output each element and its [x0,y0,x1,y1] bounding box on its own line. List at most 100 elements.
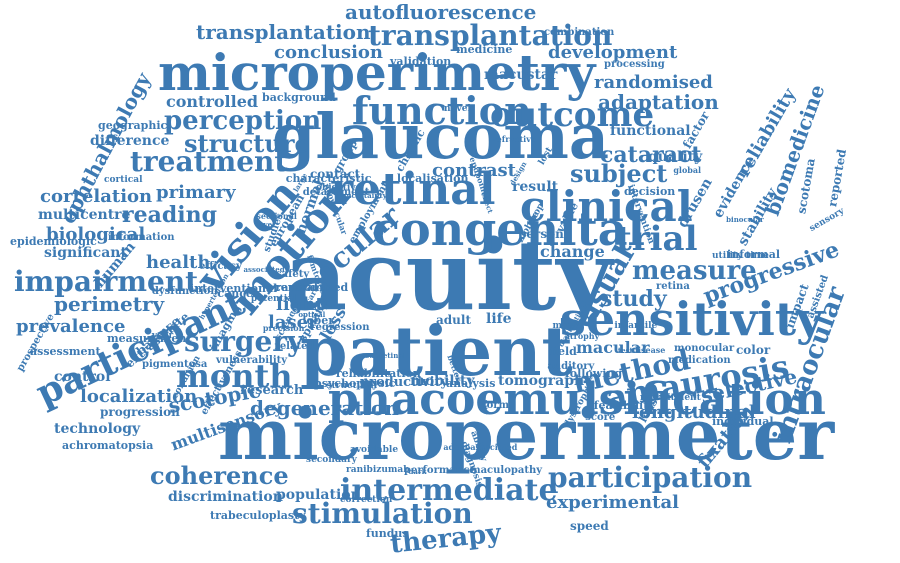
word-rehabilitation: rehabilitation [335,366,421,380]
word-informal: informal [727,248,781,262]
word-efficacy: efficacy [198,261,242,273]
word-diagnostic: ranibizumab [346,465,410,475]
word-functional: functional [610,123,691,139]
word-impairment: impairment [14,265,199,298]
word-test: test [617,346,633,355]
word-stability: decision [624,185,676,198]
word-psychophysic: reported [825,148,850,208]
word-coherence: population [276,487,361,503]
word-prevalence: prevalence [16,316,126,337]
word-macular: phacoemulsification [328,374,826,425]
word-related: related [274,340,315,352]
word-primary: primary [156,182,236,203]
word-intermediate: stimulation [292,497,473,530]
word-medicine: medicine [456,43,513,56]
word-contact: contact [310,167,361,181]
word-eye: eye [599,257,616,268]
word-change: person [518,227,564,241]
word-precision: precision [262,322,305,333]
word-novel: novel [444,103,471,114]
word-light: light [276,294,324,315]
word-leber: leber [302,314,335,328]
word-acuity: study [600,286,667,312]
word-dysfunction: dysfunction [151,286,218,298]
word-significant: significant [44,245,127,261]
word-regression: avoidable [350,445,399,455]
word-mask: mask [552,321,580,332]
word-outcome: outcome [490,95,655,135]
word-discrimination: trabeculoplasty [210,509,306,522]
word-technology: intermediate [340,473,558,508]
word-intervention: pigmentosa [142,359,208,370]
word-score: score [585,412,616,424]
word-mobility: psychophysic [314,377,396,390]
word-reading: reading [122,202,217,228]
word-binocular: binocular [726,214,764,224]
word-clinical: clinical [520,182,693,231]
word-health: health [146,252,211,273]
word-recruitment: recruitment [640,393,701,403]
word-amaurosis: localization [80,386,198,407]
word-sensitivity: sensitivity [560,292,823,346]
word-following: following [565,367,623,381]
word-subject: subject [570,159,668,188]
word-correlation: correlation [40,186,153,207]
word-hypertension: transplantation [368,19,613,52]
word-validation: validation [390,55,452,68]
word-speed: mobility [410,373,475,389]
word-result: result [512,179,559,195]
word-adult: change [540,242,605,261]
word-global: global [673,164,702,175]
word-evidence: retina [656,281,690,292]
word-quality: quality [648,149,703,165]
word-randomized: randomized [275,280,349,294]
word-diagnosis: control [54,369,111,385]
word-life: adult [436,313,471,327]
word-associated: utility [712,251,743,261]
word-experimental: fundus [366,527,409,540]
word-year: year [151,331,174,342]
word-analysis: research [240,383,304,398]
word-treatment: treatment [130,145,288,178]
word-employment: time [746,251,769,261]
word-fundus: analysis [446,377,496,390]
word-biological: biological [46,224,146,245]
word-therapy: tomography [498,373,593,389]
word-disease: disease [632,344,666,355]
word-level: level [256,220,275,230]
word-sectional: vulnerability [216,355,288,366]
word-regression: regression [310,322,370,334]
word-cataract: cataract [600,142,702,168]
word-uncertainty: uncertainty [341,190,387,200]
word-central: central [274,281,318,294]
word-refractive: refractive [492,133,536,144]
word-group: life [486,311,512,327]
word-infantile: color [736,343,771,357]
word-fixation: productivity [360,375,449,390]
word-monocular: monocular [674,343,735,354]
word-longitudinal: technology [54,421,141,437]
word-science: surgery [184,325,304,358]
word-multicentre: multicentre [38,207,131,223]
word-safety: safety [276,269,310,280]
word-control: degeneration [250,396,399,420]
word-dysfunction: epidemiologic [10,235,97,248]
word-microperimetry: microperimetry [158,43,596,102]
word-optical: optical [298,309,326,319]
word-optical: field [550,345,577,358]
word-medication: medication [668,355,731,366]
word-potential: potential [250,293,297,304]
word-stimulation: speed [570,519,609,533]
word-laser: laser [268,312,318,333]
word-dark: dark [408,466,427,476]
word-interventional: interventional [189,282,278,296]
word-detachment: detachment [302,186,370,198]
word-processing: processing [604,59,665,70]
word-glaucoma: glaucoma [272,100,610,173]
word-macustar: macustar [484,67,558,83]
word-patient: patient [300,312,573,392]
word-transplantation-2: transplantation [196,20,371,44]
word-structural: structural [326,381,378,392]
word-subretinal: subretinal [365,351,406,361]
